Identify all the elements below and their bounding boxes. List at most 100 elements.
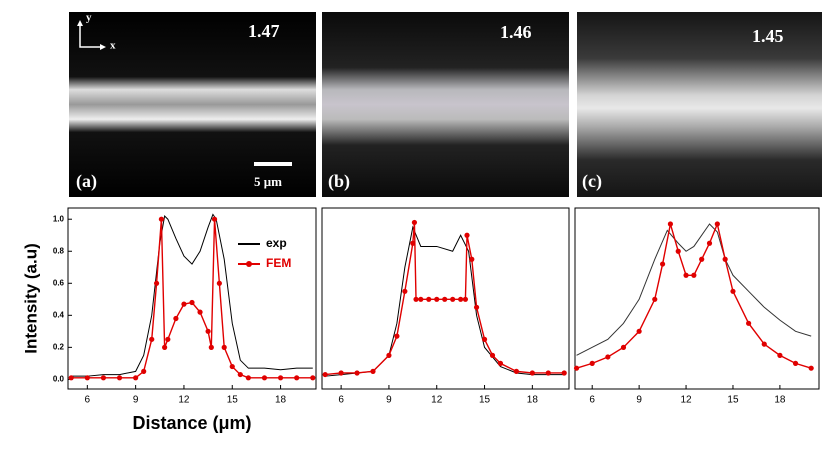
point	[402, 288, 408, 294]
point	[675, 248, 681, 254]
y-tick-label: 0.0	[53, 374, 65, 383]
x-tick-label: 15	[727, 395, 739, 406]
point	[706, 240, 713, 246]
index-value: 1.47	[248, 21, 280, 41]
y-axis-label: Intensity (a.u)	[21, 243, 40, 354]
point	[153, 280, 160, 286]
point	[442, 296, 448, 302]
point	[197, 309, 203, 315]
point	[133, 375, 139, 381]
point	[181, 301, 187, 307]
panel-label: (c)	[582, 171, 602, 192]
plot-frame	[67, 207, 317, 390]
point	[216, 280, 222, 286]
point	[513, 368, 520, 374]
x-tick-label: 9	[636, 395, 642, 406]
x-tick-label: 9	[133, 395, 139, 406]
x-tick-label: 12	[680, 395, 692, 406]
panel-label: (b)	[328, 171, 350, 192]
point	[691, 272, 697, 278]
point	[261, 375, 268, 381]
point	[481, 336, 488, 342]
x-tick-label: 18	[774, 395, 786, 406]
point	[141, 368, 147, 374]
point	[310, 375, 316, 381]
plot-frame	[321, 207, 570, 390]
y-tick-label: 0.4	[53, 310, 65, 319]
point	[573, 365, 580, 371]
micrograph	[577, 12, 822, 197]
axis-glyph-label: x	[110, 40, 116, 52]
plot-frame	[574, 207, 820, 390]
point	[165, 336, 171, 342]
point	[413, 296, 419, 302]
point	[162, 344, 168, 350]
point	[211, 216, 218, 222]
x-tick-label: 12	[431, 395, 443, 406]
x-axis-label: Distance (μm)	[132, 413, 251, 433]
x-tick-label: 6	[85, 395, 91, 406]
point	[116, 375, 123, 381]
point	[173, 315, 179, 322]
point	[545, 370, 551, 376]
point	[277, 375, 284, 381]
line-series	[71, 213, 313, 377]
point	[221, 344, 227, 350]
scale-label: 5 μm	[254, 174, 282, 189]
point	[699, 256, 705, 262]
point	[294, 375, 300, 381]
axes-glyph	[79, 22, 104, 48]
micrograph	[69, 12, 316, 197]
index-value: 1.46	[500, 22, 532, 42]
point	[792, 360, 799, 366]
micrograph	[322, 12, 569, 197]
point	[434, 296, 440, 302]
y-tick-label: 0.6	[53, 278, 65, 287]
point	[473, 304, 480, 310]
line-series	[576, 223, 812, 356]
point	[777, 352, 783, 358]
point	[458, 296, 464, 302]
point	[469, 256, 475, 262]
x-tick-label: 12	[178, 395, 190, 406]
point	[100, 375, 107, 381]
x-tick-label: 9	[386, 395, 392, 406]
point	[237, 371, 243, 378]
axis-glyph-label: y	[86, 12, 92, 24]
x-tick-label: 18	[527, 395, 539, 406]
point	[589, 360, 595, 366]
point	[808, 365, 814, 371]
point	[84, 375, 90, 381]
point	[386, 352, 392, 358]
point	[418, 296, 424, 302]
point	[410, 240, 416, 246]
legend-marker	[246, 261, 252, 267]
y-tick-label: 0.2	[53, 342, 65, 351]
point	[714, 221, 720, 227]
x-tick-label: 6	[338, 395, 344, 406]
point	[245, 375, 251, 381]
point	[652, 296, 658, 302]
x-tick-label: 15	[227, 395, 239, 406]
point	[158, 216, 165, 222]
point	[605, 354, 611, 360]
point	[746, 320, 752, 326]
legend-label: exp	[266, 236, 287, 250]
point	[68, 375, 74, 381]
x-tick-label: 15	[479, 395, 491, 406]
point	[497, 360, 504, 366]
point	[208, 344, 214, 350]
point	[722, 256, 728, 262]
point	[189, 299, 195, 306]
point	[370, 368, 376, 374]
point	[354, 370, 360, 376]
point	[322, 371, 328, 378]
point	[620, 344, 627, 350]
panel-label: (a)	[76, 171, 97, 192]
point	[205, 328, 211, 334]
point	[394, 333, 400, 339]
point	[636, 328, 642, 334]
point	[730, 288, 736, 294]
point	[489, 352, 496, 358]
